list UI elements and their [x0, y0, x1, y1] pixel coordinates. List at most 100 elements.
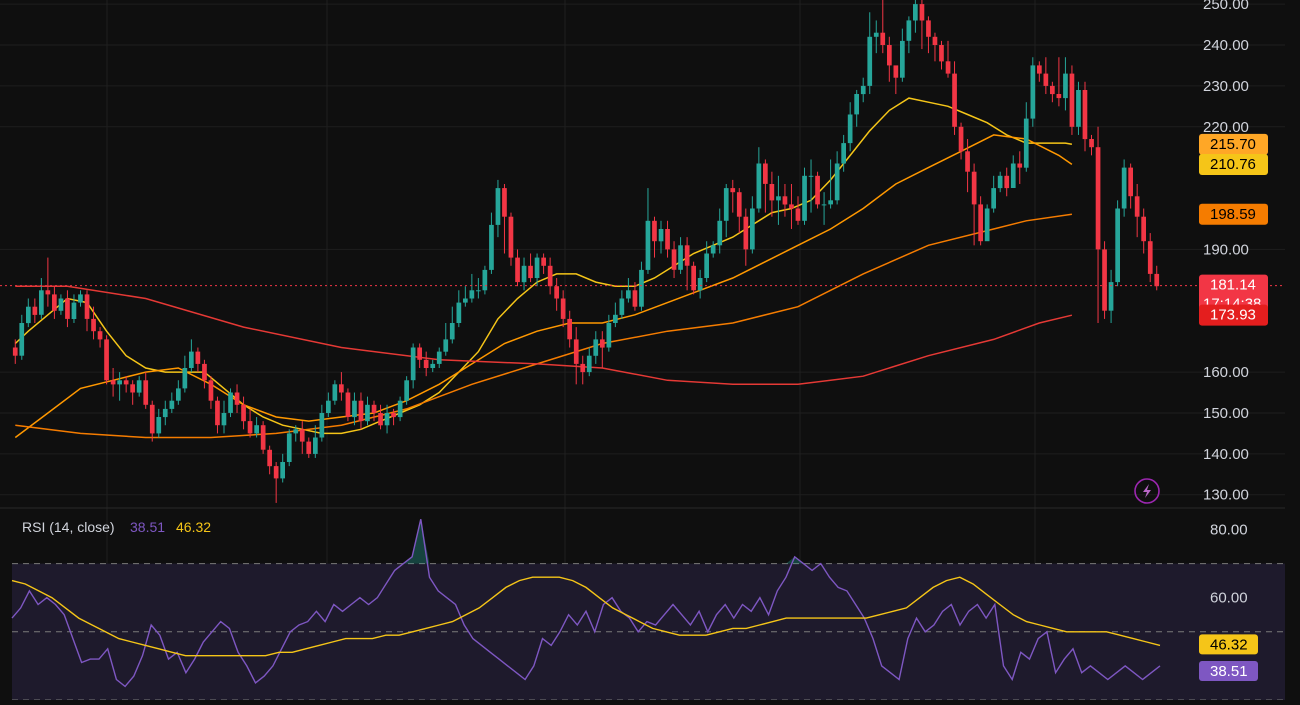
candle[interactable] — [815, 171, 820, 209]
candle[interactable] — [828, 159, 833, 209]
candle[interactable] — [443, 323, 449, 356]
candle[interactable] — [984, 204, 990, 242]
candle[interactable] — [528, 253, 533, 283]
candle[interactable] — [254, 417, 259, 438]
candle[interactable] — [189, 339, 194, 373]
candle[interactable] — [117, 372, 122, 401]
candle[interactable] — [619, 290, 625, 319]
candle[interactable] — [1134, 183, 1140, 238]
candle[interactable] — [782, 183, 788, 217]
candle[interactable] — [71, 294, 77, 324]
candle[interactable] — [978, 196, 983, 246]
candle[interactable] — [965, 139, 970, 193]
candle[interactable] — [143, 372, 149, 409]
candle[interactable] — [795, 196, 801, 225]
candle[interactable] — [541, 253, 546, 274]
candle[interactable] — [326, 392, 331, 418]
candle[interactable] — [841, 134, 846, 172]
candle[interactable] — [32, 298, 38, 324]
candle[interactable] — [665, 220, 670, 258]
candle[interactable] — [1108, 269, 1114, 324]
candle[interactable] — [52, 286, 57, 319]
candle[interactable] — [495, 179, 501, 238]
candle[interactable] — [332, 380, 338, 405]
candle[interactable] — [997, 171, 1003, 193]
candle[interactable] — [91, 306, 96, 340]
candle[interactable] — [123, 376, 129, 393]
candle[interactable] — [378, 404, 383, 430]
candle[interactable] — [247, 408, 253, 438]
candle[interactable] — [58, 294, 64, 315]
candle[interactable] — [534, 253, 540, 287]
candle[interactable] — [723, 183, 729, 238]
candle[interactable] — [867, 12, 873, 95]
candle[interactable] — [515, 249, 520, 287]
candle[interactable] — [286, 429, 292, 467]
candle[interactable] — [260, 421, 266, 454]
candle[interactable] — [834, 151, 840, 205]
candle[interactable] — [743, 208, 749, 266]
candle[interactable] — [169, 392, 175, 413]
candle[interactable] — [1115, 200, 1120, 287]
candle[interactable] — [678, 237, 683, 274]
candle[interactable] — [1063, 57, 1068, 111]
candle[interactable] — [802, 167, 807, 225]
candle[interactable] — [12, 339, 18, 364]
candle[interactable] — [1082, 81, 1088, 152]
candle[interactable] — [436, 347, 442, 368]
candle[interactable] — [482, 265, 488, 295]
candle[interactable] — [78, 290, 83, 307]
candle[interactable] — [273, 462, 279, 503]
candle[interactable] — [241, 396, 246, 430]
candle[interactable] — [952, 61, 957, 135]
candle[interactable] — [671, 241, 677, 279]
candle[interactable] — [913, 0, 918, 33]
candle[interactable] — [1102, 241, 1107, 319]
candle[interactable] — [391, 408, 396, 426]
candle[interactable] — [932, 32, 938, 62]
candle[interactable] — [39, 278, 44, 319]
candle[interactable] — [560, 290, 566, 328]
candle[interactable] — [404, 376, 409, 405]
candle-layer[interactable] — [12, 0, 1160, 503]
candle[interactable] — [1043, 57, 1049, 95]
candle[interactable] — [580, 355, 586, 385]
candle[interactable] — [1030, 57, 1036, 127]
candle[interactable] — [228, 388, 233, 418]
candle[interactable] — [593, 331, 599, 364]
candle[interactable] — [397, 396, 403, 422]
candle[interactable] — [873, 20, 879, 54]
candle[interactable] — [750, 196, 755, 254]
candle[interactable] — [626, 278, 631, 303]
candle[interactable] — [547, 257, 553, 295]
candle[interactable] — [423, 351, 429, 377]
candle[interactable] — [182, 355, 188, 393]
candle[interactable] — [456, 290, 462, 328]
candle[interactable] — [756, 147, 762, 213]
candle[interactable] — [945, 40, 951, 78]
candle[interactable] — [110, 367, 116, 397]
candle[interactable] — [313, 425, 318, 458]
candle[interactable] — [684, 237, 690, 291]
candle[interactable] — [469, 273, 475, 303]
candle[interactable] — [632, 282, 638, 311]
candle[interactable] — [463, 286, 468, 307]
candle[interactable] — [880, 0, 886, 54]
candle[interactable] — [234, 384, 240, 413]
candle[interactable] — [717, 208, 723, 254]
candle[interactable] — [658, 220, 664, 254]
candle[interactable] — [449, 306, 455, 344]
candle[interactable] — [358, 392, 364, 430]
candle[interactable] — [1121, 159, 1127, 217]
candle[interactable] — [65, 290, 70, 328]
candle[interactable] — [97, 327, 103, 348]
candle[interactable] — [1069, 65, 1075, 135]
candle[interactable] — [215, 396, 220, 434]
candle[interactable] — [789, 183, 794, 229]
candle[interactable] — [736, 188, 742, 234]
candle[interactable] — [730, 179, 736, 213]
candle[interactable] — [371, 400, 377, 422]
candle[interactable] — [156, 408, 162, 438]
candle[interactable] — [1010, 155, 1016, 188]
candle[interactable] — [1095, 126, 1101, 324]
